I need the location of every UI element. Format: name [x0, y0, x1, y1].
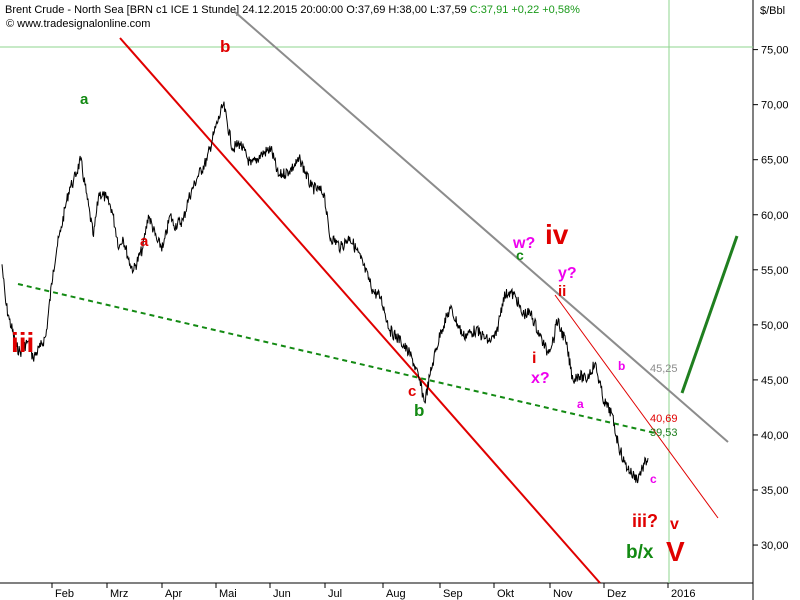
wave-label: iii	[11, 327, 34, 358]
price-series-line	[1, 101, 649, 484]
price-level-label: 40,69	[650, 413, 678, 425]
lower-channel-line	[119, 37, 601, 584]
wave-label: x?	[531, 370, 550, 387]
wave-label: i	[532, 350, 536, 367]
price-level-label: 45,25	[650, 363, 678, 375]
x-tick-label: Apr	[165, 588, 182, 600]
y-tick-label: 45,00	[761, 375, 789, 387]
wave-label: y?	[558, 265, 577, 282]
wave-label: V	[666, 536, 685, 567]
thin-red-trendline	[554, 294, 719, 519]
x-tick-label: Mrz	[110, 588, 128, 600]
upper-channel-line	[234, 11, 729, 443]
source-credit: © www.tradesignalonline.com	[6, 18, 151, 30]
wave-label: c	[516, 247, 524, 263]
projection-arrow-line	[680, 235, 739, 394]
wave-label: c	[408, 383, 416, 400]
trendline-group	[17, 11, 739, 584]
wave-label: c	[650, 472, 657, 486]
y-tick-group: 30,00 35,00 40,00 45,00 50,00 55,00 60,00 65,00…	[753, 45, 789, 552]
x-tick-label: Jul	[328, 588, 342, 600]
wave-label: w?	[512, 235, 535, 252]
wave-label: iii?	[632, 511, 658, 531]
x-tick-label: Aug	[386, 588, 406, 600]
wave-label: b	[220, 37, 230, 56]
y-tick-label: 30,00	[761, 540, 789, 552]
chart-header: Brent Crude - North Sea [BRN c1 ICE 1 St…	[5, 4, 580, 16]
y-tick-label: 75,00	[761, 45, 789, 57]
unit-label: $/Bbl	[760, 5, 786, 17]
y-tick-label: 65,00	[761, 155, 789, 167]
y-tick-label: 50,00	[761, 320, 789, 332]
wave-label: a	[140, 233, 149, 250]
x-tick-label: Mai	[219, 588, 237, 600]
instrument-name: Brent Crude - North Sea [BRN c1 ICE 1 St…	[5, 4, 240, 16]
header-datetime: 24.12.2015 20:00:00	[242, 4, 344, 16]
y-tick-label: 40,00	[761, 430, 789, 442]
x-tick-label: Nov	[553, 588, 573, 600]
x-tick-label: Feb	[55, 588, 74, 600]
wave-label: v	[670, 516, 679, 533]
y-tick-label: 60,00	[761, 210, 789, 222]
wave-label: iv	[545, 219, 569, 250]
x-tick-label: Sep	[443, 588, 463, 600]
x-tick-label: Okt	[497, 588, 514, 600]
wave-label: ii	[558, 283, 566, 300]
y-tick-label: 35,00	[761, 485, 789, 497]
ohlc-values: O:37,69 H:38,00 L:37,59	[346, 4, 467, 16]
x-tick-label: Dez	[607, 588, 627, 600]
price-label-group: 45,25 40,69 39,53	[650, 363, 678, 439]
x-tick-label: 2016	[671, 588, 695, 600]
green-dashed-support-line	[17, 283, 656, 434]
y-tick-label: 70,00	[761, 100, 789, 112]
wave-label: b	[618, 359, 625, 373]
price-level-label: 39,53	[650, 427, 678, 439]
wave-label: a	[577, 397, 584, 411]
wave-label: a	[80, 91, 89, 108]
wave-label: b	[414, 401, 424, 420]
close-change: C:37,91 +0,22 +0,58%	[469, 4, 580, 16]
y-tick-label: 55,00	[761, 265, 789, 277]
x-tick-group: Feb Mrz Apr Mai Jun Jul Aug Sep Okt Nov Dez 2016	[51, 583, 695, 600]
x-tick-label: Jun	[273, 588, 291, 600]
wave-label: b/x	[626, 542, 654, 563]
